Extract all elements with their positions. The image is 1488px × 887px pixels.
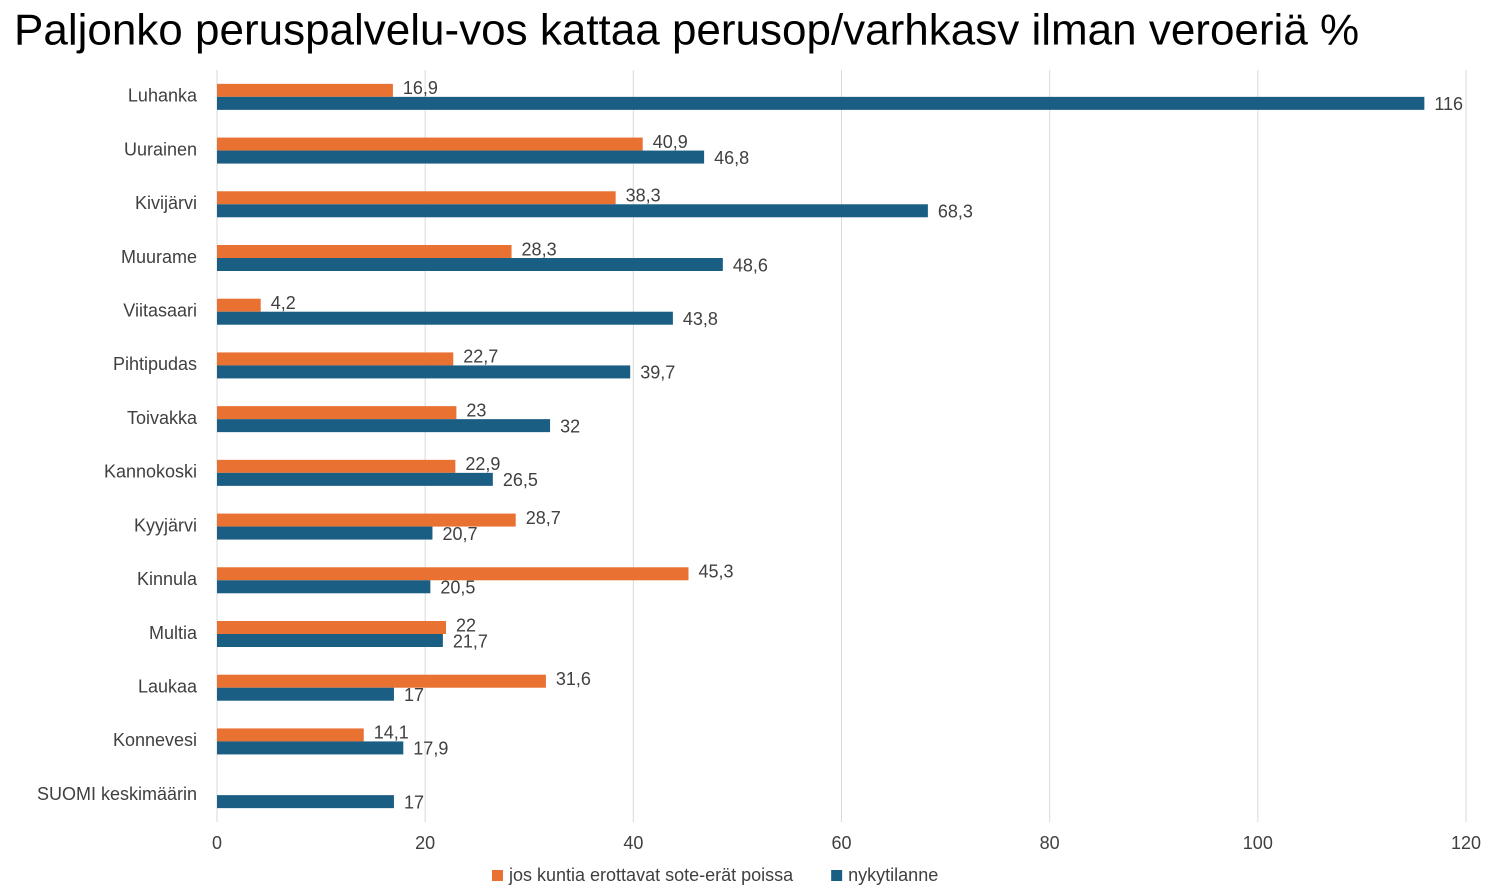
x-tick-label: 80 bbox=[1040, 833, 1060, 853]
data-label: 16,9 bbox=[403, 78, 438, 98]
data-label: 20,7 bbox=[442, 524, 477, 544]
bar bbox=[217, 258, 723, 271]
x-tick-label: 60 bbox=[831, 833, 851, 853]
data-label: 68,3 bbox=[938, 202, 973, 222]
bar bbox=[217, 580, 431, 594]
data-label: 17 bbox=[404, 685, 424, 705]
data-label: 28,7 bbox=[526, 508, 561, 528]
y-tick-label: Laukaa bbox=[138, 676, 198, 696]
data-label: 45,3 bbox=[698, 562, 733, 582]
bar bbox=[217, 96, 1425, 110]
data-label: 38,3 bbox=[626, 186, 661, 206]
bar bbox=[217, 526, 433, 540]
bar bbox=[217, 365, 631, 379]
x-tick-label: 20 bbox=[415, 833, 435, 853]
y-tick-label: Kinnula bbox=[137, 569, 198, 589]
data-label: 40,9 bbox=[653, 132, 688, 152]
bar bbox=[217, 83, 393, 97]
y-tick-label: Kivijärvi bbox=[135, 193, 197, 213]
legend-label: jos kuntia erottavat sote-erät poissa bbox=[508, 865, 794, 885]
y-tick-label: Konnevesi bbox=[113, 730, 197, 750]
data-label: 43,8 bbox=[683, 309, 718, 329]
data-label: 22,9 bbox=[465, 454, 500, 474]
bar bbox=[217, 311, 673, 325]
bar bbox=[217, 795, 394, 809]
bar bbox=[217, 419, 551, 433]
y-tick-label: Luhanka bbox=[128, 86, 198, 106]
data-label: 14,1 bbox=[374, 723, 409, 743]
bar bbox=[217, 137, 643, 151]
y-tick-label: Uurainen bbox=[124, 139, 197, 159]
x-tick-label: 120 bbox=[1451, 833, 1481, 853]
y-tick-label: SUOMI keskimäärin bbox=[37, 784, 197, 804]
y-tick-label: Multia bbox=[149, 623, 198, 643]
data-label: 32 bbox=[560, 416, 580, 436]
x-tick-label: 100 bbox=[1243, 833, 1273, 853]
y-tick-label: Muurame bbox=[121, 247, 197, 267]
bar bbox=[217, 741, 404, 755]
y-tick-label: Toivakka bbox=[127, 408, 198, 428]
data-label: 116 bbox=[1434, 94, 1463, 114]
bar bbox=[217, 687, 394, 701]
y-tick-label: Viitasaari bbox=[123, 300, 197, 320]
bar bbox=[217, 245, 512, 258]
data-label: 17,9 bbox=[413, 739, 448, 759]
bar bbox=[217, 621, 446, 634]
data-label: 21,7 bbox=[453, 631, 488, 651]
bar bbox=[217, 298, 261, 312]
bar bbox=[217, 472, 493, 486]
data-label: 4,2 bbox=[271, 293, 296, 313]
data-label: 39,7 bbox=[640, 363, 675, 383]
bar bbox=[217, 567, 689, 581]
bar bbox=[217, 150, 705, 164]
data-label: 48,6 bbox=[733, 255, 768, 275]
y-tick-label: Kyyjärvi bbox=[134, 515, 197, 535]
y-tick-label: Pihtipudas bbox=[113, 354, 197, 374]
bar bbox=[217, 406, 457, 420]
data-label: 17 bbox=[404, 792, 424, 812]
bar bbox=[217, 459, 456, 473]
bar bbox=[217, 191, 616, 205]
data-label: 22,7 bbox=[463, 347, 498, 367]
bar bbox=[217, 204, 928, 218]
bar bbox=[217, 674, 546, 688]
legend-swatch bbox=[492, 870, 503, 881]
legend-label: nykytilanne bbox=[848, 865, 938, 885]
data-label: 20,5 bbox=[440, 578, 475, 598]
bar bbox=[217, 728, 364, 742]
x-tick-label: 40 bbox=[623, 833, 643, 853]
bar bbox=[217, 513, 516, 527]
data-label: 28,3 bbox=[522, 239, 557, 259]
data-label: 23 bbox=[466, 400, 486, 420]
chart-title: Paljonko peruspalvelu-vos kattaa perusop… bbox=[14, 6, 1359, 55]
data-label: 46,8 bbox=[714, 148, 749, 168]
y-tick-label: Kannokoski bbox=[104, 462, 197, 482]
data-label: 26,5 bbox=[503, 470, 538, 490]
bar bbox=[217, 352, 454, 366]
data-label: 31,6 bbox=[556, 669, 591, 689]
legend-swatch bbox=[831, 870, 843, 881]
x-tick-label: 0 bbox=[212, 833, 222, 853]
data-label: 22 bbox=[456, 615, 476, 635]
bar bbox=[217, 634, 443, 647]
